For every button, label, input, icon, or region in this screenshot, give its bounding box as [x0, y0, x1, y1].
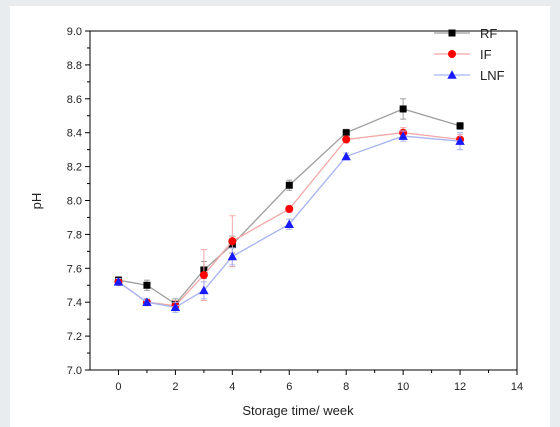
data-point — [284, 219, 294, 228]
data-point — [113, 277, 124, 286]
y-tick-label: 8.6 — [67, 94, 82, 106]
x-tick-label: 4 — [229, 381, 235, 393]
legend: RF IF LNF — [434, 26, 505, 83]
x-tick-label: 8 — [343, 381, 349, 393]
legend-label: RF — [480, 26, 497, 41]
y-tick-label: 7.6 — [67, 263, 82, 275]
data-point — [398, 131, 408, 140]
y-axis-label: pH — [29, 193, 44, 210]
data-point — [170, 302, 181, 312]
series-lnf — [113, 130, 465, 313]
axes: 0 2 4 6 8 10 12 14 7.0 7.2 7.4 7.6 7.8 8.0 8.2 8.4 8.6 8.… — [67, 26, 523, 393]
legend-label: IF — [480, 47, 492, 62]
chart-panel — [10, 6, 550, 427]
data-point — [285, 204, 294, 213]
y-tick-label: 7.0 — [67, 365, 82, 377]
x-tick-label: 14 — [511, 381, 523, 393]
x-tick-label: 6 — [286, 381, 292, 393]
data-point — [399, 105, 407, 113]
y-tick-label: 8.2 — [67, 162, 82, 174]
y-tick-label: 8.4 — [67, 128, 82, 140]
series-layer — [113, 98, 465, 313]
data-point — [342, 129, 350, 137]
data-point — [228, 237, 237, 246]
x-tick-label: 2 — [172, 381, 178, 393]
legend-marker — [448, 50, 456, 58]
legend-label: LNF — [480, 68, 505, 83]
x-tick-label: 12 — [454, 381, 466, 393]
y-tick-label: 7.8 — [67, 229, 82, 241]
data-point — [456, 122, 464, 130]
data-point — [143, 281, 151, 289]
x-tick-label: 10 — [397, 381, 409, 393]
data-point — [341, 151, 351, 161]
data-point — [199, 271, 208, 280]
legend-marker — [448, 29, 456, 37]
plot-area-frame — [89, 30, 518, 371]
y-tick-label: 8.8 — [67, 60, 82, 72]
legend-marker — [447, 70, 457, 79]
data-point — [455, 136, 465, 145]
data-point — [342, 135, 351, 144]
x-tick-label: 0 — [115, 381, 121, 393]
y-tick-label: 9.0 — [67, 26, 82, 38]
y-tick-label: 8.0 — [67, 196, 82, 208]
series-rf — [114, 98, 464, 310]
data-point — [285, 181, 293, 189]
y-tick-label: 7.2 — [67, 331, 82, 343]
y-tick-label: 7.4 — [67, 297, 82, 309]
data-point — [199, 285, 209, 295]
data-point — [142, 297, 152, 306]
data-point — [227, 251, 238, 261]
x-axis-label: Storage time/ week — [242, 403, 354, 418]
